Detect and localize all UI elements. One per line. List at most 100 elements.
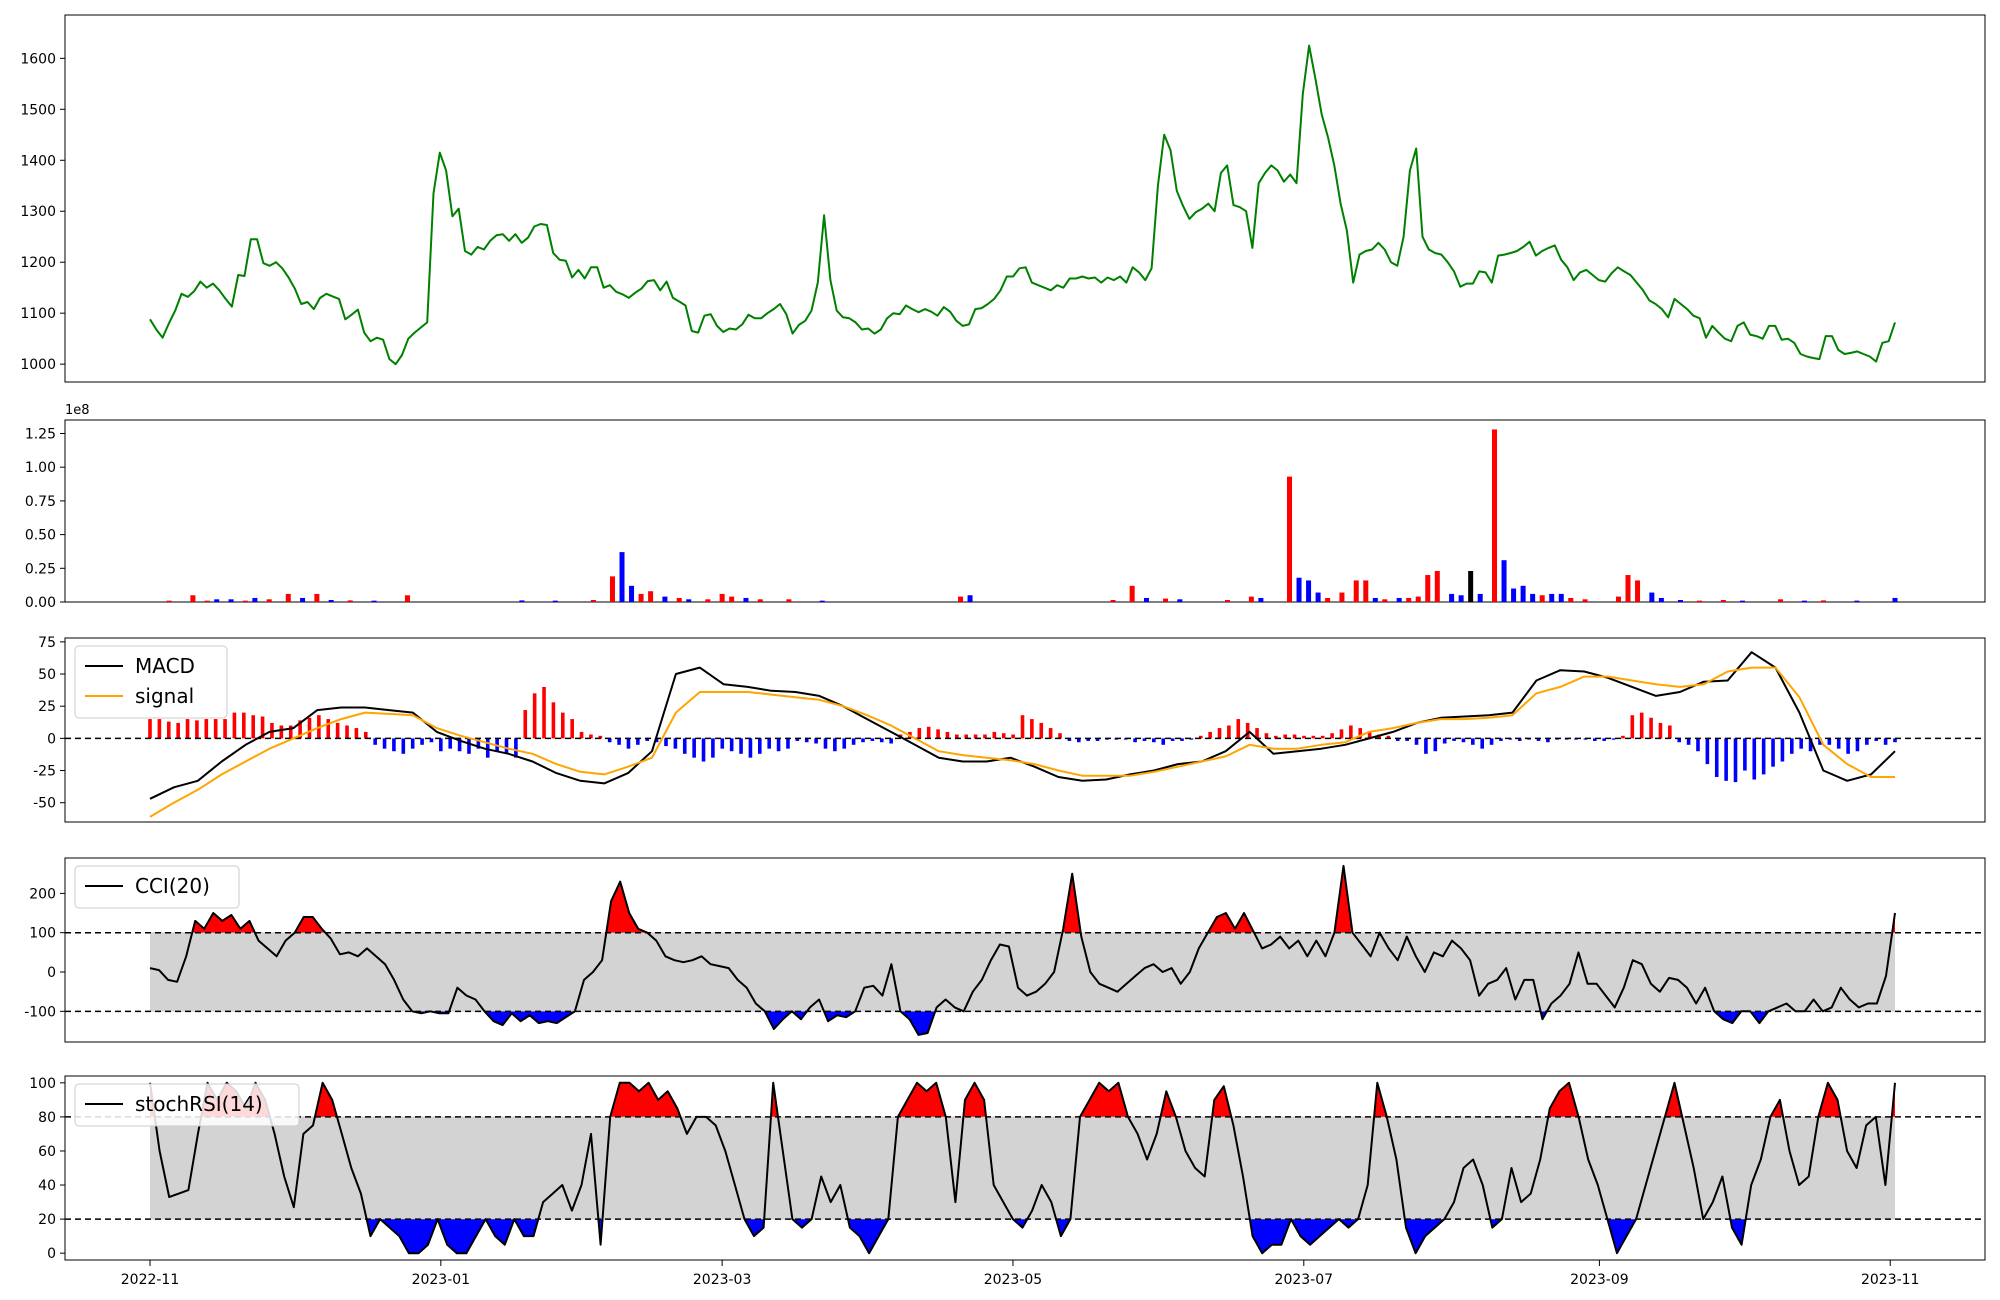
macd-histogram-bar bbox=[1827, 738, 1832, 745]
macd-histogram-bar bbox=[1180, 738, 1184, 741]
volume-bar bbox=[1539, 595, 1545, 602]
macd-histogram-bar bbox=[1227, 725, 1231, 739]
volume-bar bbox=[204, 600, 210, 602]
volume-bar bbox=[328, 599, 334, 602]
macd-histogram-bar bbox=[1874, 738, 1879, 741]
macd-histogram-bar bbox=[1330, 733, 1334, 739]
macd-histogram-bar bbox=[1780, 738, 1785, 762]
stochrsi-panel: 0 20 40 60 80 100 stochRSI(14) bbox=[29, 1075, 1986, 1262]
volume-bar bbox=[1258, 597, 1264, 602]
x-tick-label: 2023-03 bbox=[693, 1272, 752, 1288]
panel-frame bbox=[64, 14, 1986, 383]
macd-histogram-bar bbox=[579, 731, 584, 739]
macd-histogram-bar bbox=[523, 710, 528, 739]
macd-histogram-bar bbox=[955, 734, 959, 739]
macd-histogram-bar bbox=[767, 738, 771, 749]
macd-histogram-bar bbox=[307, 717, 312, 739]
y-tick-label: -100 bbox=[24, 1004, 56, 1020]
macd-histogram-bar bbox=[298, 720, 302, 739]
macd-histogram-bar bbox=[917, 728, 922, 739]
x-tick-label: 2022-11 bbox=[121, 1272, 180, 1288]
volume-bar bbox=[1363, 580, 1369, 602]
macd-histogram-bar bbox=[1076, 738, 1081, 743]
macd-histogram-bar bbox=[1686, 738, 1691, 745]
volume-bar bbox=[1739, 600, 1745, 602]
legend-label: signal bbox=[135, 684, 194, 708]
macd-histogram-bar bbox=[1471, 738, 1475, 745]
macd-histogram-bar bbox=[739, 738, 743, 754]
volume-bar bbox=[1129, 585, 1135, 602]
stochrsi-line bbox=[149, 1081, 1896, 1255]
cci-panel: -100 0 100 200 CCI(20) bbox=[24, 857, 1986, 1043]
y-tick-label: 0.25 bbox=[25, 561, 56, 577]
volume-bar bbox=[190, 595, 196, 602]
macd-histogram-bar bbox=[1414, 738, 1419, 745]
macd-histogram-bar bbox=[851, 738, 856, 745]
macd-histogram-bar bbox=[879, 738, 884, 743]
volume-bar bbox=[1582, 599, 1588, 602]
macd-histogram-bar bbox=[870, 738, 875, 741]
macd-histogram-bar bbox=[1696, 738, 1700, 752]
macd-histogram-bar bbox=[542, 686, 546, 739]
volume-bar bbox=[1801, 600, 1807, 602]
volume-bar bbox=[590, 599, 596, 602]
macd-histogram-bar bbox=[1883, 738, 1888, 745]
volume-bar bbox=[1720, 599, 1726, 602]
macd-histogram-bar bbox=[1536, 738, 1541, 741]
volume-bar bbox=[1615, 596, 1621, 602]
macd-histogram-bar bbox=[560, 712, 565, 739]
y-tick-label: 1.00 bbox=[25, 460, 56, 476]
volume-bar bbox=[314, 593, 320, 602]
volume-bar bbox=[214, 599, 220, 602]
y-tick-label: 1500 bbox=[20, 102, 56, 118]
macd-histogram-bar bbox=[842, 738, 847, 749]
panel-frame bbox=[64, 419, 1986, 603]
macd-histogram-bar bbox=[1274, 735, 1278, 739]
volume-bar bbox=[519, 600, 525, 602]
macd-histogram-bar bbox=[1771, 738, 1775, 767]
volume-bar bbox=[1396, 597, 1402, 602]
macd-histogram-bar bbox=[232, 712, 237, 739]
price-panel: 1000 1100 1200 1300 1400 1500 1600 bbox=[20, 14, 1986, 383]
macd-histogram-bar bbox=[692, 738, 696, 758]
macd-histogram-bar bbox=[373, 738, 377, 745]
macd-histogram-bar bbox=[992, 731, 997, 739]
macd-histogram-bar bbox=[363, 731, 368, 739]
y-tick-label: 1.25 bbox=[25, 426, 56, 442]
volume-bar bbox=[1658, 597, 1664, 602]
macd-histogram-bar bbox=[1320, 735, 1325, 739]
legend-box bbox=[74, 645, 228, 719]
volume-bar bbox=[552, 600, 558, 602]
volume-offset-label: 1e8 bbox=[65, 403, 90, 418]
macd-histogram-bar bbox=[448, 738, 453, 749]
volume-bar bbox=[638, 593, 644, 602]
macd-histogram-bar bbox=[1677, 738, 1682, 743]
y-tick-label: 100 bbox=[29, 1076, 56, 1092]
volume-bar bbox=[404, 595, 410, 602]
stochrsi-neutral-band bbox=[150, 1116, 1895, 1220]
macd-histogram-bar bbox=[1292, 734, 1297, 739]
macd-histogram-bar bbox=[654, 738, 659, 743]
macd-histogram-bar bbox=[242, 712, 246, 739]
legend-label: CCI(20) bbox=[135, 874, 210, 898]
y-tick-label: 60 bbox=[38, 1144, 56, 1160]
x-tick-label: 2023-05 bbox=[984, 1272, 1043, 1288]
volume-bar bbox=[1458, 595, 1464, 602]
macd-histogram-bar bbox=[682, 738, 687, 754]
volume-bar bbox=[1306, 580, 1312, 602]
macd-histogram-bar bbox=[1039, 722, 1044, 739]
macd-histogram-bar bbox=[1461, 738, 1466, 743]
macd-histogram-bar bbox=[1048, 728, 1053, 739]
volume-bar bbox=[1296, 577, 1302, 602]
macd-histogram-bar bbox=[711, 738, 715, 758]
macd-histogram-bar bbox=[326, 719, 331, 739]
volume-bar bbox=[1677, 599, 1683, 602]
y-tick-label: 25 bbox=[38, 699, 56, 715]
macd-histogram-bar bbox=[1395, 738, 1400, 741]
macd-histogram-bar bbox=[1433, 738, 1438, 752]
macd-histogram-bar bbox=[1489, 738, 1494, 745]
macd-histogram-bar bbox=[748, 738, 753, 758]
volume-bar bbox=[266, 599, 272, 602]
macd-histogram-bar bbox=[814, 738, 818, 744]
y-tick-label: 40 bbox=[38, 1178, 56, 1194]
